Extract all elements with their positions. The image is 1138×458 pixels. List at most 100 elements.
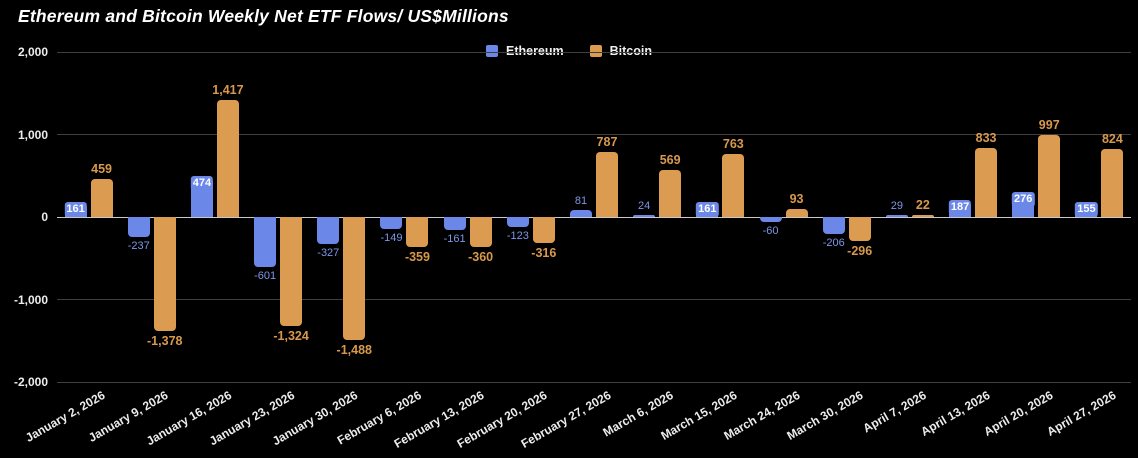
bitcoin-bar[interactable]: 833 [975,131,998,217]
bar-value-label: -316 [531,246,557,261]
bitcoin-bar[interactable]: 459 [90,162,113,217]
bar-group: 29 22 [878,52,941,382]
zero-gridline [57,216,1131,218]
bar-value-label: 29 [890,199,903,212]
bar-group: -237 -1,378 [120,52,183,382]
legend-item-bitcoin[interactable]: Bitcoin [589,44,652,58]
bar-value-label: 81 [574,195,588,208]
bar-value-label: 824 [1101,132,1123,147]
ethereum-bar[interactable]: -161 [444,217,466,245]
bar-value-label: 161 [64,201,87,217]
gridline [57,51,1131,53]
bar-value-label: -1,378 [147,333,183,348]
chart-title: Ethereum and Bitcoin Weekly Net ETF Flow… [18,6,509,26]
bitcoin-swatch-icon [589,45,602,57]
bar-group: 276 997 [1005,52,1068,382]
bitcoin-bar[interactable]: -316 [531,217,556,260]
bar-value-label: 569 [659,153,681,168]
ethereum-bar[interactable]: -206 [823,217,845,249]
ethereum-bar[interactable]: -601 [254,217,276,282]
gridline [57,134,1131,135]
bar-value-label: -237 [127,239,150,252]
bar-group: -60 93 [752,52,815,382]
bar-value-label: -1,488 [336,342,373,357]
bitcoin-bar[interactable]: 824 [1101,132,1124,217]
bar-group: 24 569 [626,52,689,382]
y-axis-tick-label: 2,000 [17,45,48,59]
bar-group: -206 -296 [815,52,878,382]
ethereum-bar[interactable]: -60 [759,217,782,237]
ethereum-bar[interactable]: -149 [380,217,402,244]
bar-value-label: 276 [1012,192,1035,208]
bar-value-label: -601 [254,269,277,282]
bitcoin-bar[interactable]: 569 [659,153,682,217]
bitcoin-bar[interactable]: -296 [847,217,872,258]
bar-group: -149 -359 [373,52,436,382]
bitcoin-bar[interactable]: -1,324 [273,217,309,343]
bar-group: 161 459 [57,52,120,382]
bitcoin-bar[interactable]: 1,417 [212,83,244,217]
bitcoin-bar[interactable]: -1,378 [147,217,182,348]
ethereum-bar[interactable]: 81 [570,195,592,217]
ethereum-bar[interactable]: 161 [64,201,87,217]
bar-value-label: -60 [762,224,779,237]
bar-value-label: -327 [317,246,340,259]
bar-value-label: -206 [822,236,845,249]
bar-value-label: 93 [789,192,804,207]
ethereum-swatch-icon [485,45,498,57]
bitcoin-bar[interactable]: -1,488 [337,217,372,357]
bar-value-label: -359 [404,249,430,264]
bar-value-label: 22 [915,198,930,213]
bar-value-label: -149 [380,232,403,245]
bitcoin-bar[interactable]: 93 [785,192,808,217]
gridline [57,299,1131,300]
y-axis-tick-label: -2,000 [13,375,48,389]
ethereum-bar[interactable]: 24 [633,200,656,217]
bitcoin-bar[interactable]: 22 [911,198,934,217]
bar-value-label: 459 [91,162,113,177]
y-axis-tick-label: 1,000 [17,127,48,142]
bar-value-label: 155 [1075,202,1098,218]
bar-value-label: -1,324 [273,329,309,344]
bitcoin-bar[interactable]: 763 [722,137,745,217]
bar-group: -327 -1,488 [310,52,373,382]
ethereum-bar[interactable]: 161 [696,201,719,217]
ethereum-bar[interactable]: -237 [128,217,150,252]
bar-value-label: 187 [948,199,972,215]
legend-label-ethereum: Ethereum [505,44,564,58]
bar-value-label: 997 [1038,117,1060,132]
bar-value-label: 833 [975,131,997,146]
bitcoin-bar[interactable]: -359 [405,217,430,264]
bar-group: 474 1,417 [183,52,246,382]
bitcoin-bar[interactable]: 997 [1038,118,1061,217]
bar-value-label: 474 [190,175,214,191]
ethereum-bar[interactable]: 276 [1012,192,1035,217]
bar-group: -123 -316 [499,52,562,382]
bar-value-label: 1,417 [212,83,244,98]
bar-value-label: 161 [696,201,719,217]
bitcoin-bar[interactable]: -360 [468,217,493,264]
y-axis-tick-label: -1,000 [13,292,48,307]
x-axis-label: April 27, 2026 [1044,388,1119,439]
bitcoin-bar[interactable]: 787 [595,135,618,217]
bar-group: 161 763 [689,52,752,382]
legend-item-ethereum[interactable]: Ethereum [485,44,564,58]
ethereum-bar[interactable]: 187 [948,199,972,217]
bar-group: -161 -360 [436,52,499,382]
ethereum-bar[interactable]: 29 [885,200,908,217]
bar-value-label: -161 [443,233,466,246]
bar-value-label: -360 [468,249,494,264]
ethereum-bar[interactable]: -327 [317,217,339,259]
bar-group: 187 833 [941,52,1004,382]
ethereum-bar[interactable]: -123 [507,217,529,242]
bar-value-label: -296 [847,244,873,259]
bar-value-label: 763 [722,137,744,152]
ethereum-bar[interactable]: 155 [1075,202,1098,218]
x-axis-label: April 13, 2026 [918,388,993,439]
plot-area: 161 459 -237 -1,378 474 1,417 -601 -1,324 -327 -1… [57,51,1131,383]
bar-value-label: -123 [506,230,529,243]
ethereum-bar[interactable]: 474 [190,175,214,217]
legend-label-bitcoin: Bitcoin [609,44,652,58]
y-axis-tick-label: 0 [41,210,48,224]
